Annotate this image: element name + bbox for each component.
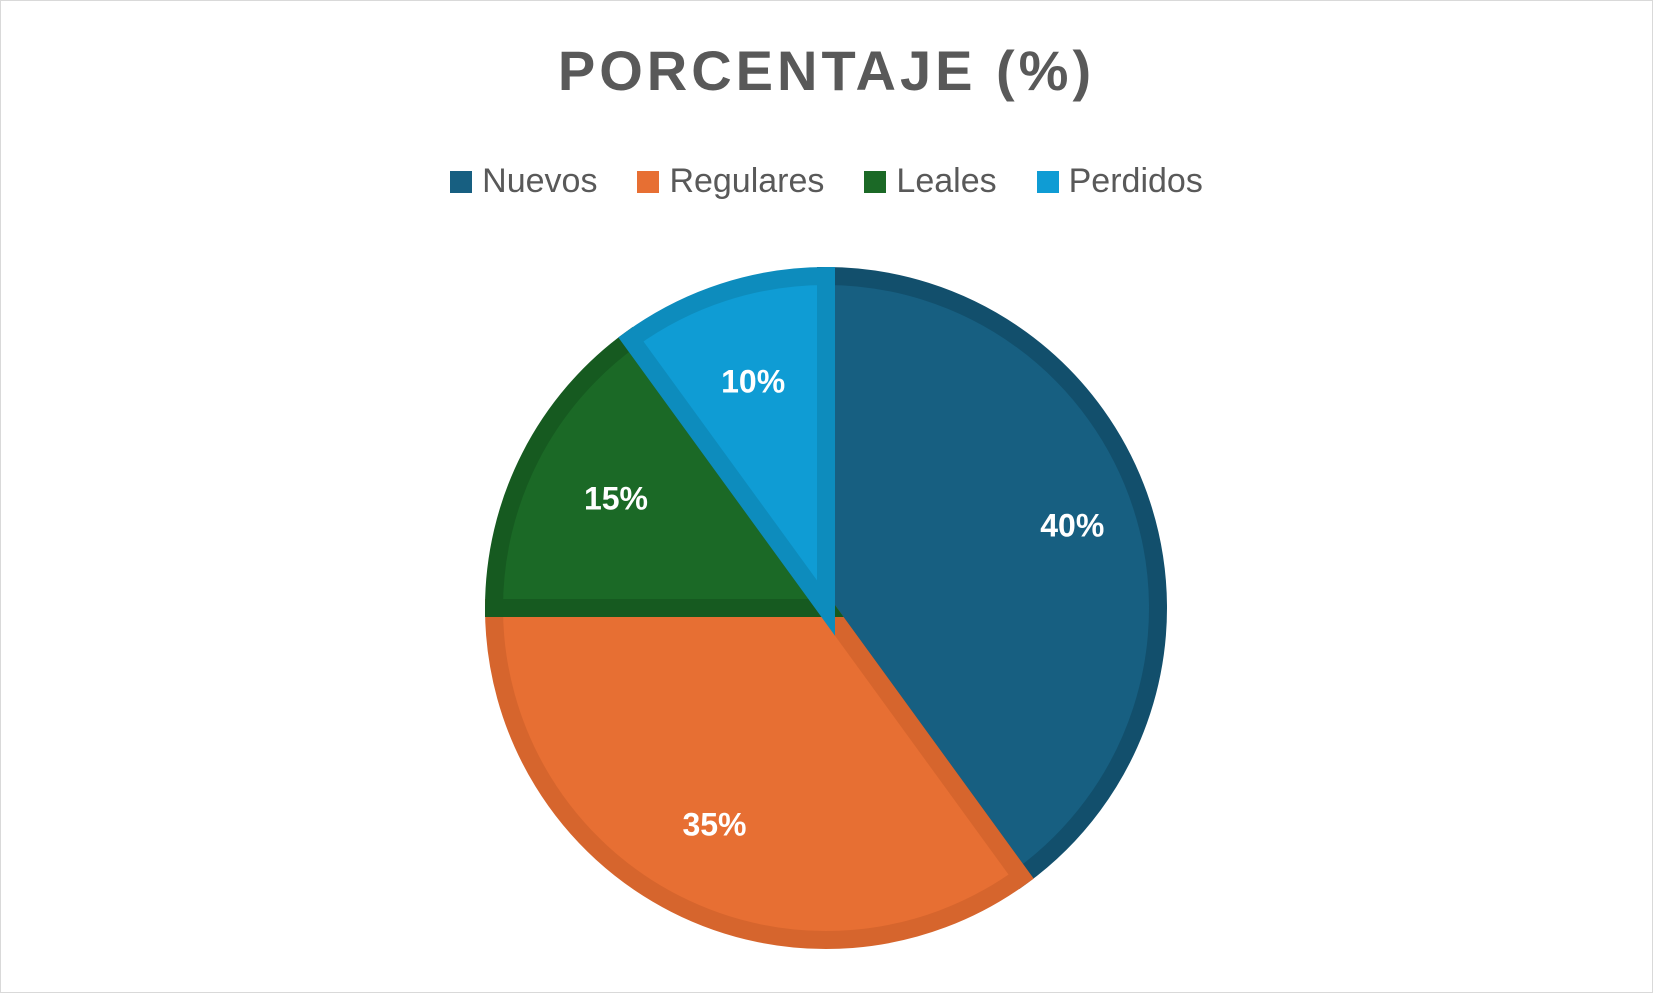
pie-slice-regulares xyxy=(484,599,1034,949)
data-label-perdidos: 10% xyxy=(721,363,785,399)
legend-item-regulares: Regulares xyxy=(637,162,824,201)
legend-swatch-nuevos xyxy=(450,170,473,193)
legend-item-leales: Leales xyxy=(864,162,997,201)
legend-item-perdidos: Perdidos xyxy=(1036,162,1203,201)
legend-swatch-perdidos xyxy=(1036,170,1059,193)
data-label-regulares: 35% xyxy=(682,806,746,842)
chart-title: PORCENTAJE (%) xyxy=(557,39,1096,102)
legend-label-leales: Leales xyxy=(896,162,997,200)
legend-swatch-leales xyxy=(864,170,887,193)
pie-slice-leales xyxy=(484,326,844,617)
data-label-nuevos: 40% xyxy=(1040,507,1104,543)
data-label-leales: 15% xyxy=(584,480,648,516)
legend: Nuevos Regulares Leales Perdidos xyxy=(0,162,1653,201)
pie-slice-nuevos xyxy=(817,266,1167,890)
legend-label-perdidos: Perdidos xyxy=(1068,162,1203,200)
legend-item-nuevos: Nuevos xyxy=(450,162,597,201)
legend-label-nuevos: Nuevos xyxy=(482,162,598,200)
legend-swatch-regulares xyxy=(637,170,660,193)
legend-label-regulares: Regulares xyxy=(669,162,825,200)
pie-slice-perdidos xyxy=(618,266,835,636)
